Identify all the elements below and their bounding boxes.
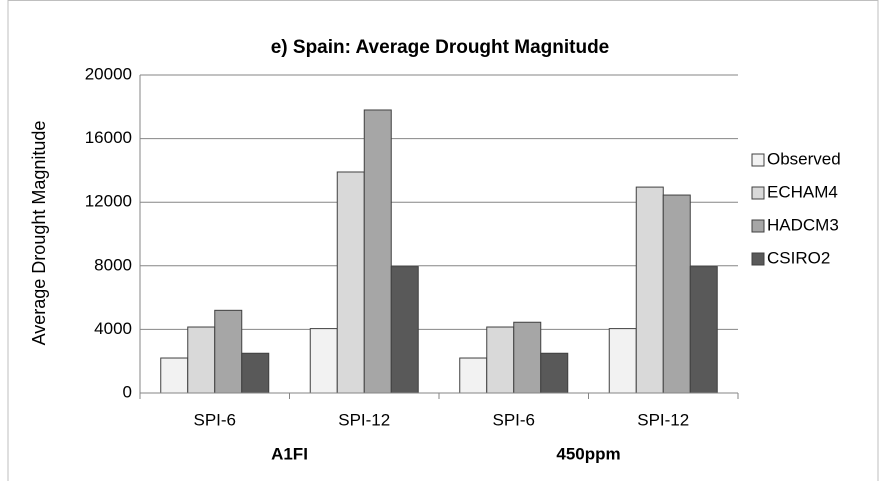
legend-label: HADCM3 xyxy=(767,215,839,234)
bar xyxy=(689,266,718,394)
legend-swatch xyxy=(751,186,765,200)
legend-label: CSIRO2 xyxy=(767,248,830,267)
y-tick-label: 20000 xyxy=(85,64,132,83)
legend-label: Observed xyxy=(767,149,841,168)
y-tick-label: 0 xyxy=(123,382,132,401)
bar xyxy=(662,194,691,394)
bar xyxy=(540,352,569,394)
y-tick-label: 12000 xyxy=(85,192,132,211)
y-tick-label: 4000 xyxy=(94,319,132,338)
legend-label: ECHAM4 xyxy=(767,182,838,201)
y-axis-label: Average Drought Magnitude xyxy=(29,121,49,346)
bar xyxy=(214,309,243,394)
bar xyxy=(309,328,338,394)
bar xyxy=(608,328,637,394)
bar xyxy=(635,186,664,394)
bar xyxy=(187,326,216,394)
bar xyxy=(459,357,488,394)
x-tick-label: SPI-6 xyxy=(492,410,535,429)
x-tick-label: SPI-6 xyxy=(193,410,236,429)
legend-swatch xyxy=(751,219,765,233)
legend-swatch xyxy=(751,153,765,167)
legend-swatch xyxy=(751,252,765,266)
group-label: A1FI xyxy=(271,444,308,463)
bar xyxy=(390,266,419,394)
bar xyxy=(336,171,365,394)
bar xyxy=(241,352,270,394)
x-tick-label: SPI-12 xyxy=(637,410,689,429)
bar xyxy=(513,321,542,394)
y-tick-label: 8000 xyxy=(94,255,132,274)
bar xyxy=(486,326,515,394)
chart-title: e) Spain: Average Drought Magnitude xyxy=(271,37,610,58)
y-tick-label: 16000 xyxy=(85,128,132,147)
chart-frame xyxy=(7,0,879,481)
x-tick-label: SPI-12 xyxy=(338,410,390,429)
bar xyxy=(160,357,189,394)
bar xyxy=(363,109,392,394)
group-label: 450ppm xyxy=(556,444,620,463)
